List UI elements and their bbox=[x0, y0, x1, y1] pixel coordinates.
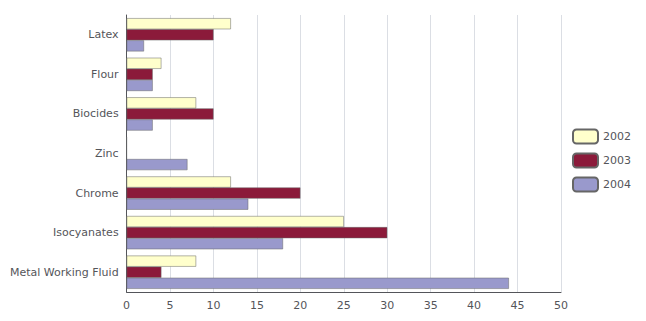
svg-text:30: 30 bbox=[380, 299, 394, 312]
svg-text:Zinc: Zinc bbox=[95, 147, 119, 160]
svg-text:Chrome: Chrome bbox=[75, 187, 118, 200]
svg-text:20: 20 bbox=[293, 299, 307, 312]
svg-text:Metal Working Fluid: Metal Working Fluid bbox=[10, 266, 119, 279]
svg-text:5: 5 bbox=[167, 299, 174, 312]
svg-text:45: 45 bbox=[511, 299, 525, 312]
svg-text:10: 10 bbox=[206, 299, 220, 312]
svg-text:Flour: Flour bbox=[91, 68, 119, 81]
svg-text:Isocyanates: Isocyanates bbox=[53, 226, 119, 239]
svg-text:50: 50 bbox=[554, 299, 568, 312]
svg-text:25: 25 bbox=[337, 299, 351, 312]
svg-text:35: 35 bbox=[424, 299, 438, 312]
svg-text:0: 0 bbox=[123, 299, 130, 312]
svg-text:2002: 2002 bbox=[603, 130, 631, 143]
svg-text:Latex: Latex bbox=[88, 28, 119, 41]
svg-text:2004: 2004 bbox=[603, 178, 631, 191]
svg-text:2003: 2003 bbox=[603, 154, 631, 167]
svg-text:40: 40 bbox=[467, 299, 481, 312]
svg-text:15: 15 bbox=[250, 299, 264, 312]
svg-text:Biocides: Biocides bbox=[73, 107, 119, 120]
